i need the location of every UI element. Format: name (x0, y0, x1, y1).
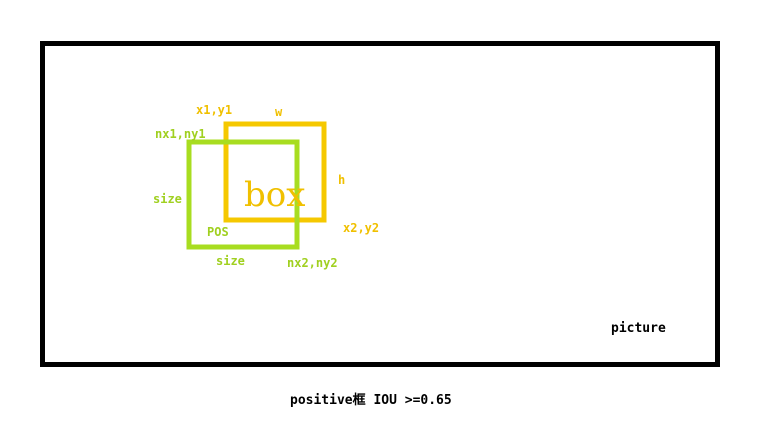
box-label: box (244, 175, 305, 215)
pos-box (186, 139, 300, 250)
picture-frame (40, 41, 720, 367)
x1y1-label: x1,y1 (196, 103, 232, 117)
nx2ny2-label: nx2,ny2 (287, 256, 338, 270)
w-label: w (275, 105, 283, 119)
h-label: h (338, 173, 345, 187)
caption: positive框 IOU >=0.65 (290, 392, 452, 408)
pos-label: POS (207, 225, 229, 239)
size-bottom-label: size (216, 254, 245, 268)
nx1ny1-label: nx1,ny1 (155, 127, 206, 141)
gt-box (223, 121, 327, 223)
picture-label: picture (611, 321, 666, 336)
x2y2-label: x2,y2 (343, 221, 379, 235)
size-left-label: size (153, 192, 182, 206)
